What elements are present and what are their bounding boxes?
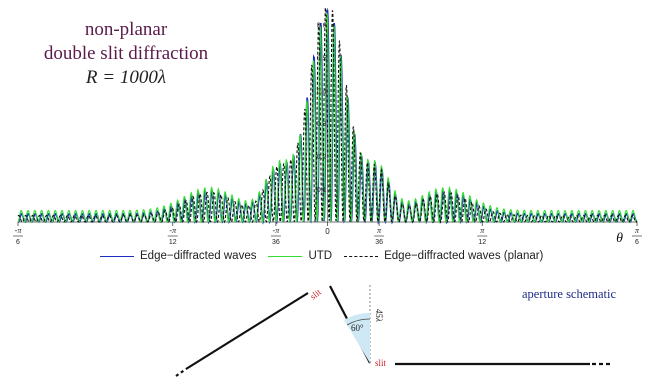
left-plate [185,292,309,370]
legend-swatch-utd [268,255,303,257]
angle-arc [346,318,371,326]
x-tick-numerator: π [377,226,382,235]
y-tick-label: 0.6 [317,22,327,29]
angle-wedge [344,312,370,363]
y-tick-label: 0.2 [317,154,327,161]
y-tick-label: 0.1 [317,187,327,194]
x-tick-numerator: π [635,226,640,235]
legend-swatch-edge [100,255,134,257]
y-tick-label: 0.5 [317,55,327,62]
legend-label-utd: UTD [308,250,333,262]
x-tick-label: 0 [325,227,330,236]
legend-item-utd: UTD [268,250,332,262]
legend-label-edge: Edge−diffracted waves [140,250,257,262]
x-tick-numerator: π [480,226,485,235]
slit-label-bottom: slit [375,358,387,368]
diffraction-chart: 0.1 0.2 0.3 0.4 0.5 0.6 -π 6 -π 12 -π 36 0 π 36 π 12 π 6 θ [13,7,642,246]
title-line-3: R = 1000λ [85,67,167,88]
y-tick-label: 0.3 [317,121,327,128]
x-tick-denominator: 12 [478,239,486,246]
legend-swatch-planar [344,255,379,257]
title-line-1: non-planar [84,19,168,40]
title-line-2: double slit diffraction [43,43,209,64]
x-tick-denominator: 36 [375,239,383,246]
left-plate-continuation [175,368,187,377]
legend-item-planar: Edge−diffracted waves (planar) [344,250,543,262]
schematic-label: aperture schematic [522,287,617,301]
aperture-schematic: slit slit 60° 45λ [175,283,612,377]
gap-label: 45λ [374,309,384,322]
y-tick-label: 0.4 [317,88,327,95]
legend-label-planar: Edge−diffracted waves (planar) [384,250,544,262]
x-tick-numerator: -π [273,226,281,235]
slit-label-top: slit [308,287,323,302]
series-line-utd [17,13,638,224]
angle-label: 60° [351,323,364,333]
x-tick-denominator: 6 [16,239,20,246]
x-tick-denominator: 36 [272,239,280,246]
chart-title: non-planar double slit diffraction R = 1… [6,18,246,90]
x-tick-denominator: 12 [169,239,177,246]
x-tick-numerator: -π [15,226,23,235]
x-tick-denominator: 6 [635,239,639,246]
x-tick-numerator: -π [169,226,177,235]
x-axis-label: θ [616,231,623,246]
series-line-planar [17,7,638,225]
legend: Edge−diffracted waves UTD Edge−diffracte… [100,250,555,262]
legend-item-edge: Edge−diffracted waves [100,250,256,262]
